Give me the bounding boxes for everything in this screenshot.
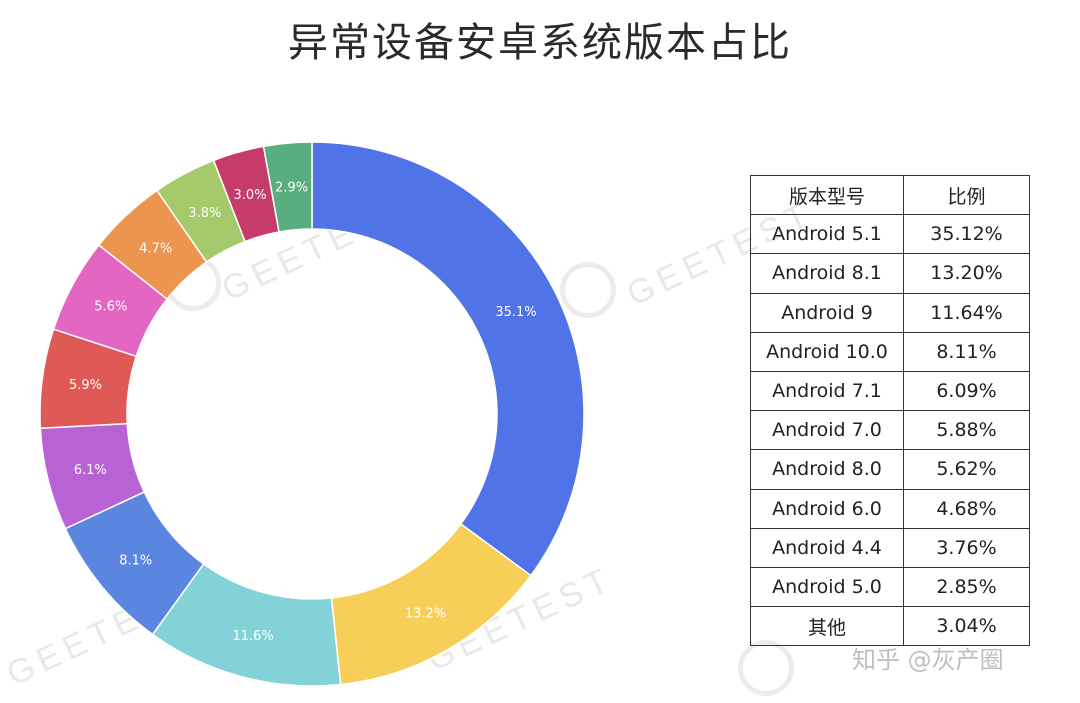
version-cell: Android 10.0 bbox=[750, 331, 904, 372]
table-row: Android 9 11.64% bbox=[750, 292, 1030, 333]
chart-title: 异常设备安卓系统版本占比 bbox=[288, 20, 792, 66]
ratio-cell: 3.04% bbox=[903, 606, 1030, 647]
ratio-cell: 8.11% bbox=[903, 331, 1030, 372]
slice-label: 35.1% bbox=[495, 305, 536, 320]
version-cell: Android 6.0 bbox=[750, 488, 904, 529]
credit-text: 知乎 @灰产圈 bbox=[852, 646, 1004, 674]
table-row: Android 7.1 6.09% bbox=[750, 370, 1030, 412]
donut-slice bbox=[262, 141, 313, 233]
ratio-cell: 35.12% bbox=[903, 214, 1030, 255]
slice-label: 8.1% bbox=[119, 553, 152, 568]
table-row: 其他 3.04% bbox=[750, 606, 1030, 647]
ratio-cell: 13.20% bbox=[903, 253, 1030, 294]
version-cell: Android 8.1 bbox=[750, 253, 904, 294]
slice-label: 11.6% bbox=[232, 629, 273, 644]
version-cell: Android 7.1 bbox=[750, 370, 904, 412]
slice-label: 5.6% bbox=[94, 300, 127, 315]
column-header-ratio: 比例 bbox=[903, 174, 1030, 216]
table-row: Android 5.1 35.12% bbox=[750, 214, 1030, 255]
slice-label: 2.9% bbox=[275, 180, 308, 195]
ratio-cell: 5.62% bbox=[903, 449, 1030, 490]
table-row: Android 8.1 13.20% bbox=[750, 253, 1030, 294]
table-row: Android 6.0 4.68% bbox=[750, 488, 1030, 529]
slice-label: 4.7% bbox=[139, 241, 172, 256]
ratio-cell: 6.09% bbox=[903, 370, 1030, 412]
table-header-row: 版本型号 比例 bbox=[750, 174, 1030, 216]
ratio-cell: 2.85% bbox=[903, 566, 1030, 608]
ratio-cell: 11.64% bbox=[903, 292, 1030, 333]
table-row: Android 8.0 5.62% bbox=[750, 449, 1030, 490]
slice-label: 13.2% bbox=[405, 606, 446, 621]
version-table: 版本型号 比例 Android 5.1 35.12% Android 8.1 13.2… bbox=[750, 174, 1030, 647]
ratio-cell: 5.88% bbox=[903, 410, 1030, 451]
slice-label: 3.8% bbox=[188, 206, 221, 221]
version-cell: Android 9 bbox=[750, 292, 904, 333]
version-cell: Android 4.4 bbox=[750, 527, 904, 568]
table-row: Android 7.0 5.88% bbox=[750, 410, 1030, 451]
table-row: Android 5.0 2.85% bbox=[750, 566, 1030, 608]
table-row: Android 4.4 3.76% bbox=[750, 527, 1030, 568]
watermark-logo bbox=[560, 262, 616, 318]
version-cell: Android 7.0 bbox=[750, 410, 904, 451]
table-row: Android 10.0 8.11% bbox=[750, 331, 1030, 372]
column-header-version: 版本型号 bbox=[750, 174, 904, 216]
slice-label: 6.1% bbox=[74, 463, 107, 478]
slice-label: 3.0% bbox=[234, 188, 267, 203]
version-cell: Android 5.0 bbox=[750, 566, 904, 608]
version-cell: Android 5.1 bbox=[750, 214, 904, 255]
donut-slice bbox=[311, 141, 585, 577]
ratio-cell: 4.68% bbox=[903, 488, 1030, 529]
version-cell: Android 8.0 bbox=[750, 449, 904, 490]
slice-label: 5.9% bbox=[69, 378, 102, 393]
ratio-cell: 3.76% bbox=[903, 527, 1030, 568]
version-cell: 其他 bbox=[750, 606, 904, 647]
